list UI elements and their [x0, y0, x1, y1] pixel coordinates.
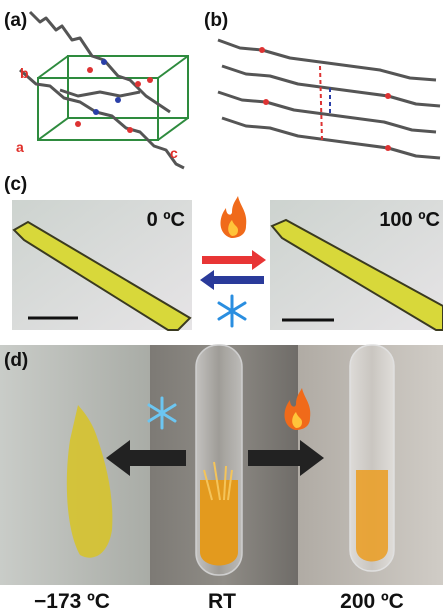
panel-label: (c): [4, 174, 27, 195]
arrow-right: [248, 440, 324, 476]
crystals-hot: [356, 470, 388, 562]
crystals-rt: [200, 480, 238, 566]
caption: 200 ºC: [340, 590, 404, 613]
axis-label: a: [16, 139, 24, 155]
axis-label: b: [20, 65, 29, 81]
panel-a: (a) b a c: [4, 10, 189, 170]
panel-label: (a): [4, 10, 27, 31]
panel-b: (b): [204, 10, 441, 160]
arrow-left: [106, 440, 186, 476]
crystal: [12, 220, 192, 331]
molecules: [19, 10, 185, 170]
snowflake-icon: [147, 396, 177, 430]
crystal: [270, 218, 443, 331]
snowflake-icon: [217, 294, 247, 328]
unit-cell: [37, 55, 189, 141]
flame-core: [292, 412, 302, 428]
flame-core: [228, 220, 238, 236]
crystals-cold: [66, 405, 113, 558]
arrow-right: [202, 250, 266, 270]
stacked-molecules: [217, 38, 441, 160]
crystal-needles: [203, 461, 233, 501]
flame-icon: [284, 388, 311, 430]
panel-d: (d) −173 ºC RT 200 ºC: [0, 344, 443, 613]
flame-icon: [220, 196, 247, 238]
panel-c: (c) 0 ºC 100 ºC: [4, 174, 443, 331]
caption: RT: [208, 590, 236, 613]
caption: −173 ºC: [34, 590, 110, 613]
temperature: 0 ºC: [147, 209, 185, 231]
axis-label: c: [170, 145, 178, 161]
temperature: 100 ºC: [379, 209, 440, 231]
panel-label: (b): [204, 10, 228, 31]
arrow-left: [200, 270, 264, 290]
panel-label: (d): [4, 350, 28, 371]
